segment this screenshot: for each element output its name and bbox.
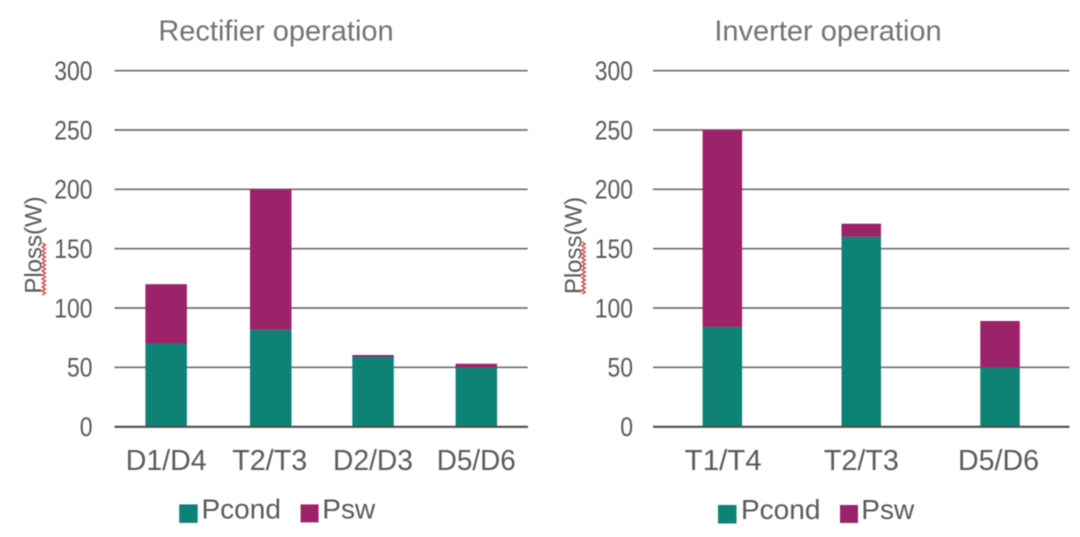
svg-text:50: 50 bbox=[608, 353, 634, 383]
svg-text:250: 250 bbox=[595, 115, 633, 145]
svg-text:100: 100 bbox=[595, 293, 633, 323]
svg-text:D2/D3: D2/D3 bbox=[333, 445, 413, 477]
svg-text:150: 150 bbox=[595, 234, 633, 264]
svg-text:0: 0 bbox=[80, 412, 93, 442]
svg-text:50: 50 bbox=[67, 353, 93, 383]
svg-text:250: 250 bbox=[54, 115, 92, 145]
svg-text:Pcond: Pcond bbox=[202, 494, 281, 525]
svg-text:0: 0 bbox=[620, 412, 633, 442]
svg-text:T1/T4: T1/T4 bbox=[685, 445, 762, 477]
svg-text:300: 300 bbox=[595, 56, 633, 86]
svg-text:D5/D6: D5/D6 bbox=[958, 445, 1039, 477]
svg-text:D5/D6: D5/D6 bbox=[437, 445, 516, 477]
svg-text:Inverter operation: Inverter operation bbox=[714, 16, 941, 48]
svg-text:150: 150 bbox=[54, 234, 92, 264]
svg-text:300: 300 bbox=[54, 56, 92, 86]
svg-text:Ploss(W): Ploss(W) bbox=[20, 196, 47, 293]
svg-text:Psw: Psw bbox=[322, 494, 376, 525]
svg-text:D1/D4: D1/D4 bbox=[126, 445, 207, 477]
svg-text:T2/T3: T2/T3 bbox=[232, 445, 307, 477]
svg-text:T2/T3: T2/T3 bbox=[824, 445, 899, 477]
svg-text:200: 200 bbox=[595, 175, 633, 205]
svg-text:200: 200 bbox=[54, 175, 92, 205]
svg-text:Pcond: Pcond bbox=[741, 494, 820, 525]
svg-text:Psw: Psw bbox=[861, 494, 915, 525]
svg-text:100: 100 bbox=[54, 293, 92, 323]
svg-text:Rectifier operation: Rectifier operation bbox=[158, 16, 393, 48]
